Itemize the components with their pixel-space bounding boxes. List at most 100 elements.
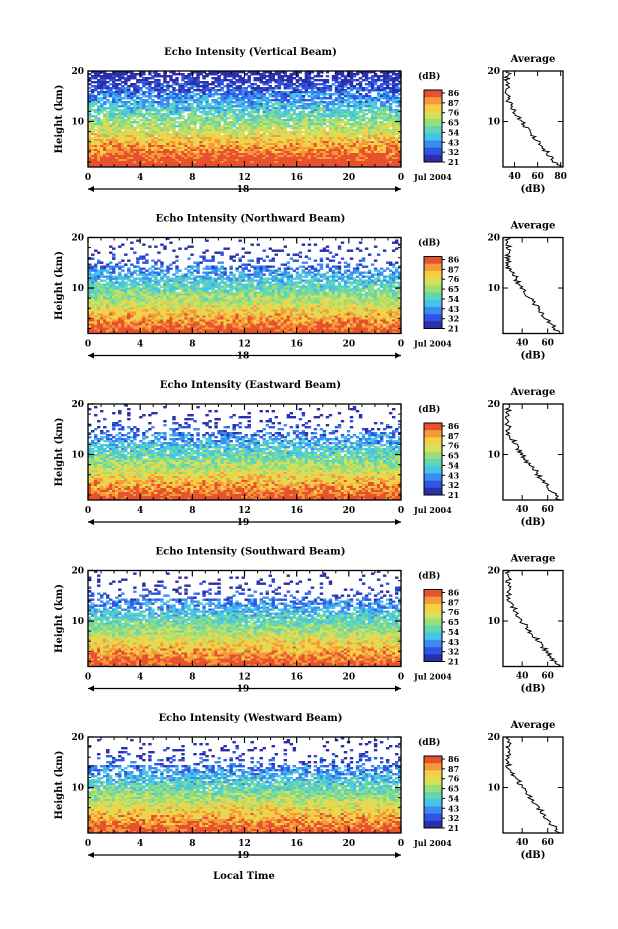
x-tick-label: 20 — [343, 340, 356, 350]
colorbar-tick-label: 87 — [448, 264, 459, 274]
heatmap-cells — [88, 737, 401, 833]
x-tick-label: 12 — [238, 340, 251, 350]
x-tick-label: 16 — [290, 506, 303, 516]
average-x-tick-label: 60 — [541, 672, 554, 682]
x-tick-label: 0 — [398, 506, 404, 516]
y-tick-label: 10 — [71, 617, 84, 627]
colorbar-tick-label: 86 — [448, 88, 460, 98]
colorbar-tick-label: 43 — [448, 137, 460, 147]
average-profile-line — [503, 237, 562, 334]
average-profile-line — [503, 70, 562, 168]
date-day-label: 18 — [237, 352, 250, 362]
average-x-tick-label: 40 — [516, 672, 529, 682]
colorbar-tick-label: 43 — [448, 470, 460, 480]
y-axis-label: Height (km) — [54, 85, 65, 154]
x-tick-label: 20 — [343, 173, 356, 183]
colorbar-tick-label: 54 — [448, 294, 460, 304]
beam-panel-4: Echo Intensity (Southward Beam) 0 4 8 12 16 20… — [54, 547, 564, 695]
colorbar-tick-label: 21 — [448, 823, 459, 833]
x-tick-label: 0 — [398, 340, 404, 350]
x-tick-label: 0 — [85, 839, 91, 849]
y-tick-label: 20 — [71, 733, 84, 743]
colorbar-tick-label: 65 — [448, 617, 459, 627]
colorbar-tick-label: 32 — [448, 147, 459, 157]
colorbar-tick-label: 32 — [448, 813, 459, 823]
colorbar-tick-label: 54 — [448, 460, 460, 470]
average-x-label: (dB) — [521, 850, 546, 861]
x-tick-label: 0 — [398, 173, 404, 183]
colorbar-tick-label: 86 — [448, 421, 460, 431]
colorbar-tick-label: 65 — [448, 451, 459, 461]
colorbar-tick-label: 21 — [448, 657, 459, 667]
colorbar-tick-label: 65 — [448, 118, 459, 128]
panel-title: Echo Intensity (Vertical Beam) — [164, 47, 337, 58]
average-frame — [502, 736, 564, 834]
date-day-label: 19 — [237, 851, 250, 861]
y-tick-label: 20 — [71, 567, 84, 577]
x-tick-label: 16 — [290, 173, 303, 183]
x-tick-label: 20 — [343, 506, 356, 516]
average-title: Average — [510, 221, 556, 232]
y-tick-label: 10 — [71, 784, 84, 794]
beam-panel-1: Echo Intensity (Vertical Beam) 0 4 8 12 16 20 0… — [54, 47, 567, 195]
colorbar-tick-label: 76 — [448, 774, 460, 784]
colorbar-tick-label: 76 — [448, 108, 460, 118]
average-y-tick-label: 10 — [487, 784, 500, 794]
colorbar-tick-label: 43 — [448, 304, 460, 314]
x-tick-label: 4 — [137, 839, 143, 849]
y-tick-label: 10 — [71, 284, 84, 294]
colorbar-tick-label: 43 — [448, 637, 460, 647]
beam-panel-5: Echo Intensity (Westward Beam) 0 4 8 12 16 20 0… — [54, 713, 564, 861]
average-x-tick-label: 40 — [516, 505, 529, 515]
panel-title: Echo Intensity (Northward Beam) — [156, 214, 346, 225]
average-x-tick-label: 40 — [516, 339, 529, 349]
x-tick-label: 16 — [290, 839, 303, 849]
colorbar-tick-label: 21 — [448, 490, 459, 500]
x-tick-label: 4 — [137, 506, 143, 516]
colorbar — [423, 89, 443, 163]
colorbar-tick-label: 87 — [448, 597, 459, 607]
colorbar-label: (dB) — [418, 404, 440, 415]
average-title: Average — [510, 387, 556, 398]
colorbar-tick-label: 21 — [448, 324, 459, 334]
x-tick-label: 4 — [137, 173, 143, 183]
colorbar — [423, 589, 443, 662]
average-profile-line — [503, 403, 562, 501]
average-title: Average — [510, 554, 556, 565]
x-tick-label: 12 — [238, 839, 251, 849]
y-axis-label: Height (km) — [54, 251, 65, 320]
average-x-tick-label: 60 — [531, 172, 544, 182]
colorbar-tick-label: 87 — [448, 98, 459, 108]
x-tick-label: 12 — [238, 673, 251, 683]
date-label: Jul 2004 — [413, 339, 452, 349]
colorbar-tick-label: 32 — [448, 480, 459, 490]
y-tick-label: 10 — [71, 118, 84, 128]
x-tick-label: 0 — [85, 173, 91, 183]
average-x-label: (dB) — [521, 684, 546, 695]
colorbar-tick-label: 76 — [448, 274, 460, 284]
colorbar-tick-label: 54 — [448, 127, 460, 137]
average-y-tick-label: 10 — [487, 118, 500, 128]
colorbar-tick-label: 86 — [448, 255, 460, 265]
average-x-tick-label: 80 — [554, 172, 567, 182]
colorbar-tick-label: 43 — [448, 803, 460, 813]
x-tick-label: 12 — [238, 506, 251, 516]
colorbar-tick-label: 54 — [448, 627, 460, 637]
average-y-tick-label: 20 — [487, 234, 500, 244]
average-x-label: (dB) — [521, 351, 546, 362]
x-tick-label: 4 — [137, 340, 143, 350]
x-tick-label: 8 — [189, 340, 195, 350]
average-x-label: (dB) — [521, 184, 546, 195]
heatmap-cells — [88, 570, 401, 667]
x-tick-label: 8 — [189, 673, 195, 683]
x-tick-label: 0 — [85, 340, 91, 350]
x-tick-label: 0 — [398, 673, 404, 683]
colorbar-tick-label: 54 — [448, 793, 460, 803]
colorbar-label: (dB) — [418, 238, 440, 249]
beam-panel-3: Echo Intensity (Eastward Beam) 0 4 8 12 16 20 0… — [54, 380, 564, 528]
colorbar-tick-label: 76 — [448, 607, 460, 617]
x-tick-label: 0 — [85, 673, 91, 683]
x-tick-label: 4 — [137, 673, 143, 683]
average-y-tick-label: 10 — [487, 284, 500, 294]
